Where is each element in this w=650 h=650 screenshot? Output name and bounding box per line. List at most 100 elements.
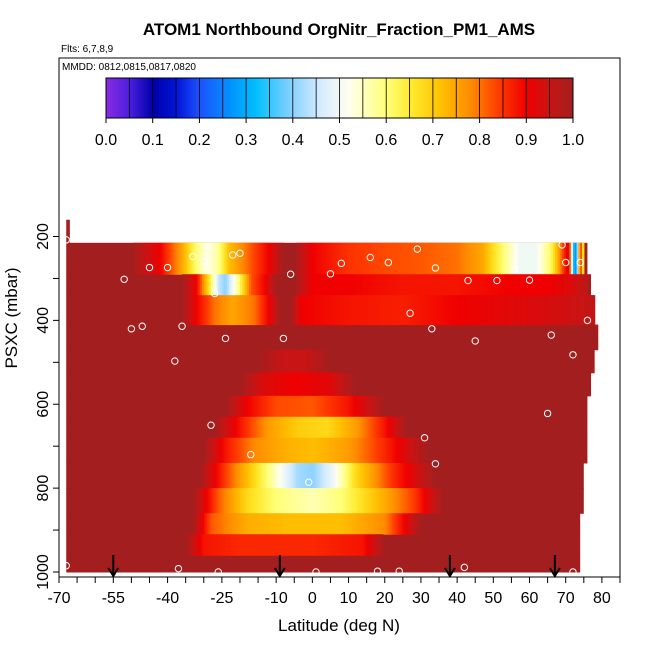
heatmap-cell [538,295,541,326]
heatmap-cell [296,274,299,296]
heatmap-cell [377,513,380,535]
heatmap-cell [467,295,471,326]
heatmap-cell [249,274,252,296]
heatmap-cell [368,462,371,489]
heatmap-cell [279,416,283,439]
heatmap-cell [498,242,502,275]
heatmap-cell [276,437,279,464]
heatmap-cell [334,488,337,514]
heatmap-cell [395,437,399,464]
heatmap-cell [308,513,312,535]
heatmap-cell [348,462,351,489]
observation-point [420,434,429,442]
heatmap-cell [267,462,270,489]
heatmap-cell [319,372,323,397]
heatmap-cell [527,295,531,326]
heatmap-cell [234,274,237,296]
heatmap-cell [279,349,283,374]
heatmap-cell [379,462,382,489]
heatmap-cell [337,462,341,489]
heatmap-cell [145,242,149,275]
heatmap-cell [292,462,295,489]
heatmap-cell [390,295,393,326]
heatmap-cell [381,395,384,418]
heatmap-cell [236,274,239,296]
heatmap-cell [375,534,379,556]
heatmap-cell [256,395,259,418]
heatmap-cell [350,242,353,275]
heatmap-cell [370,534,373,556]
heatmap-cell [205,242,208,275]
heatmap-cell [301,242,304,275]
heatmap-cell [201,488,205,514]
heatmap-cell [415,437,418,464]
heatmap-cell [343,372,346,397]
heatmap-cell [363,462,366,489]
heatmap-cell [397,416,400,439]
heatmap-cell [223,513,227,535]
heatmap-cell [370,295,373,326]
heatmap-cell [328,437,332,464]
heatmap-cell [203,295,207,326]
heatmap-cell [556,274,560,296]
heatmap-cell [252,513,256,535]
heatmap-cell [500,295,503,326]
heatmap-cell [261,242,265,275]
heatmap-cell [406,295,409,326]
heatmap-cell [305,372,308,397]
heatmap-cell [274,534,277,556]
heatmap-cell [321,513,324,535]
heatmap-cell [348,513,351,535]
heatmap-feature-3 [259,349,330,374]
heatmap-cell [391,295,395,326]
heatmap-cell [241,462,245,489]
heatmap-cell [554,274,558,296]
heatmap-cell [229,437,232,464]
heatmap-cell [339,462,342,489]
heatmap-cell [250,242,254,275]
heatmap-cell [209,534,212,556]
heatmap-cell [232,395,236,418]
heatmap-cell [200,513,203,535]
heatmap-cell [274,274,277,296]
heatmap-cell [314,349,317,374]
heatmap-cell [353,534,357,556]
heatmap-cell [448,242,451,275]
x-tick-label: 60 [521,590,539,607]
heatmap-cell [259,295,263,326]
heatmap-cell [274,349,277,374]
heatmap-cell [391,513,395,535]
heatmap-cell [241,395,245,418]
heatmap-cell [221,534,225,556]
heatmap-cell [332,372,335,397]
heatmap-cell [303,462,306,489]
heatmap-cell [277,534,281,556]
heatmap-cell [305,416,308,439]
heatmap-feature-7 [205,437,427,464]
heatmap-cell [467,274,471,296]
heatmap-cell [435,242,438,275]
heatmap-cell [368,513,371,535]
heatmap-cell [238,534,241,556]
heatmap-cell [337,513,341,535]
heatmap-cell [556,242,560,275]
heatmap-cell [187,242,190,275]
heatmap-cell [238,488,241,514]
heatmap-cell [388,416,391,439]
y-tick-label: 200 [35,223,52,250]
heatmap-cell [230,462,234,489]
heatmap-cell [399,488,402,514]
heatmap-cell [341,242,344,275]
heatmap-cell [321,488,324,514]
heatmap-cell [348,372,351,397]
heatmap-cell [381,462,384,489]
heatmap-cell [361,242,364,275]
heatmap-cell [236,242,239,275]
heatmap-cell [408,437,411,464]
heatmap-cell [491,295,494,326]
heatmap-cell [265,395,268,418]
heatmap-cell [232,242,236,275]
heatmap-cell [283,462,286,489]
heatmap-cell [534,242,538,275]
heatmap-cell [482,274,485,296]
